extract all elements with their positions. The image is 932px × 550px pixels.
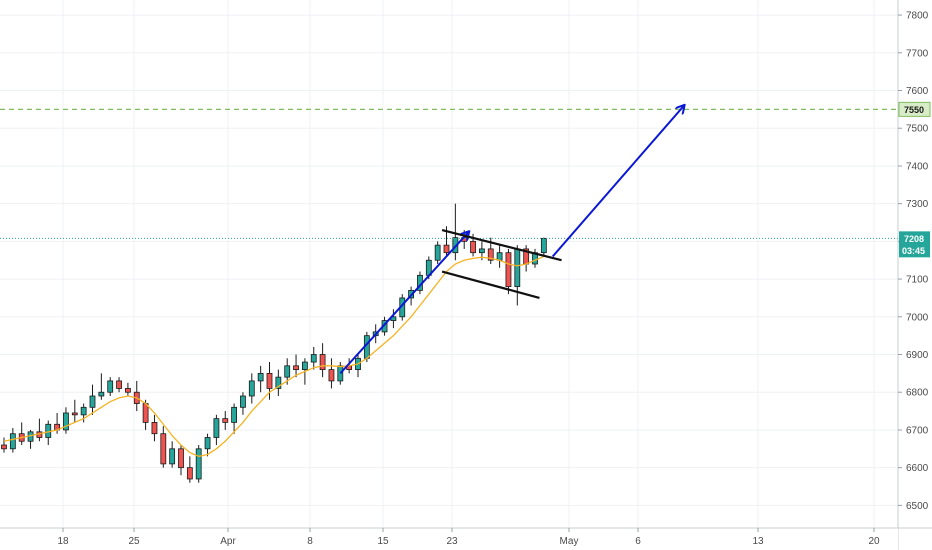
candle-down: [222, 418, 229, 423]
candle-down: [487, 248, 494, 261]
last-price-badge-label: 7208: [904, 234, 924, 244]
time-axis[interactable]: 18 25 Apr 8 15 23 May 6 13 20: [0, 527, 932, 550]
time-tick-label: 23: [446, 536, 458, 547]
candle-up: [195, 448, 202, 480]
price-badges: 7550 7208 03:45: [898, 101, 931, 258]
price-tick-label: 7700: [906, 48, 929, 59]
candle-down: [186, 467, 193, 480]
candle-up: [98, 391, 105, 397]
candle-down: [160, 433, 167, 465]
time-tick-label: 6: [635, 536, 641, 547]
time-axis-background: [0, 528, 898, 550]
moving-average-series: [3, 255, 545, 458]
candle-down: [443, 244, 450, 254]
price-axis-background: [898, 0, 932, 550]
time-tick-label: May: [560, 536, 579, 547]
time-tick-label: 15: [377, 536, 389, 547]
candle-up: [89, 395, 96, 408]
candle-up: [284, 365, 291, 378]
candlestick-series: [1, 203, 547, 483]
flag-upper-line: [441, 228, 562, 262]
time-tick-label: Apr: [220, 536, 236, 547]
time-tick-label: 25: [128, 536, 140, 547]
candle-up: [478, 248, 485, 254]
candle-up: [169, 448, 176, 465]
price-tick-label: 6700: [906, 425, 929, 436]
candle-down: [71, 412, 78, 416]
candle-down: [266, 372, 273, 389]
candle-down: [470, 240, 476, 254]
time-tick-label: 13: [752, 536, 764, 547]
chart-grid: [0, 0, 898, 528]
price-tick-label: 6800: [906, 388, 929, 399]
candle-up: [434, 244, 441, 261]
candle-down: [319, 354, 326, 370]
candle-up: [204, 437, 211, 450]
price-tick-label: 6500: [906, 501, 929, 512]
candle-up: [248, 380, 255, 397]
candle-up: [257, 372, 264, 382]
time-tick-label: 20: [868, 536, 880, 547]
target-price-badge-label: 7550: [904, 105, 924, 115]
candle-up: [9, 433, 16, 450]
candle-down: [293, 365, 299, 371]
candle-down: [1, 444, 7, 450]
price-tick-label: 7400: [906, 161, 929, 172]
flag-lower-line: [441, 270, 540, 300]
last-price-badge: [899, 231, 930, 258]
candle-up: [540, 237, 547, 254]
price-tick-label: 6900: [906, 350, 929, 361]
time-tick-label: 18: [57, 536, 69, 547]
price-tick-label: 7000: [906, 312, 929, 323]
candle-up: [275, 376, 282, 389]
candle-up: [231, 406, 238, 423]
candle-up: [514, 248, 521, 288]
price-tick-label: 7600: [906, 86, 929, 97]
bar-countdown-label: 03:45: [902, 246, 925, 256]
candle-up: [337, 365, 344, 382]
candle-up: [63, 412, 69, 431]
target-price-badge: [898, 101, 931, 117]
candle-up: [301, 361, 308, 370]
price-axis[interactable]: 6500660067006800690070007100720073007400…: [897, 0, 932, 550]
moving-average-line: [3, 255, 545, 458]
candle-up: [240, 395, 246, 408]
candle-up: [310, 354, 317, 363]
candle-down: [142, 403, 149, 423]
candle-up: [107, 380, 114, 393]
price-tick-label: 6600: [906, 463, 929, 474]
projection-arrow: [551, 106, 684, 258]
candle-up: [496, 252, 503, 261]
price-tick-label: 7300: [906, 199, 929, 210]
price-tick-label: 7100: [906, 275, 929, 286]
price-tick-label: 7500: [906, 124, 929, 135]
candle-down: [125, 388, 131, 393]
candle-up: [213, 418, 220, 438]
trend-drawings: [0, 106, 898, 375]
price-tick-label: 7800: [906, 11, 929, 22]
candle-down: [116, 380, 122, 389]
time-tick-label: 8: [307, 536, 313, 547]
candle-up: [80, 406, 87, 416]
candle-down: [328, 369, 335, 382]
candle-down: [151, 421, 158, 435]
candle-down: [505, 252, 512, 288]
flagpole-arrow: [339, 232, 468, 375]
candle-down: [178, 448, 184, 469]
